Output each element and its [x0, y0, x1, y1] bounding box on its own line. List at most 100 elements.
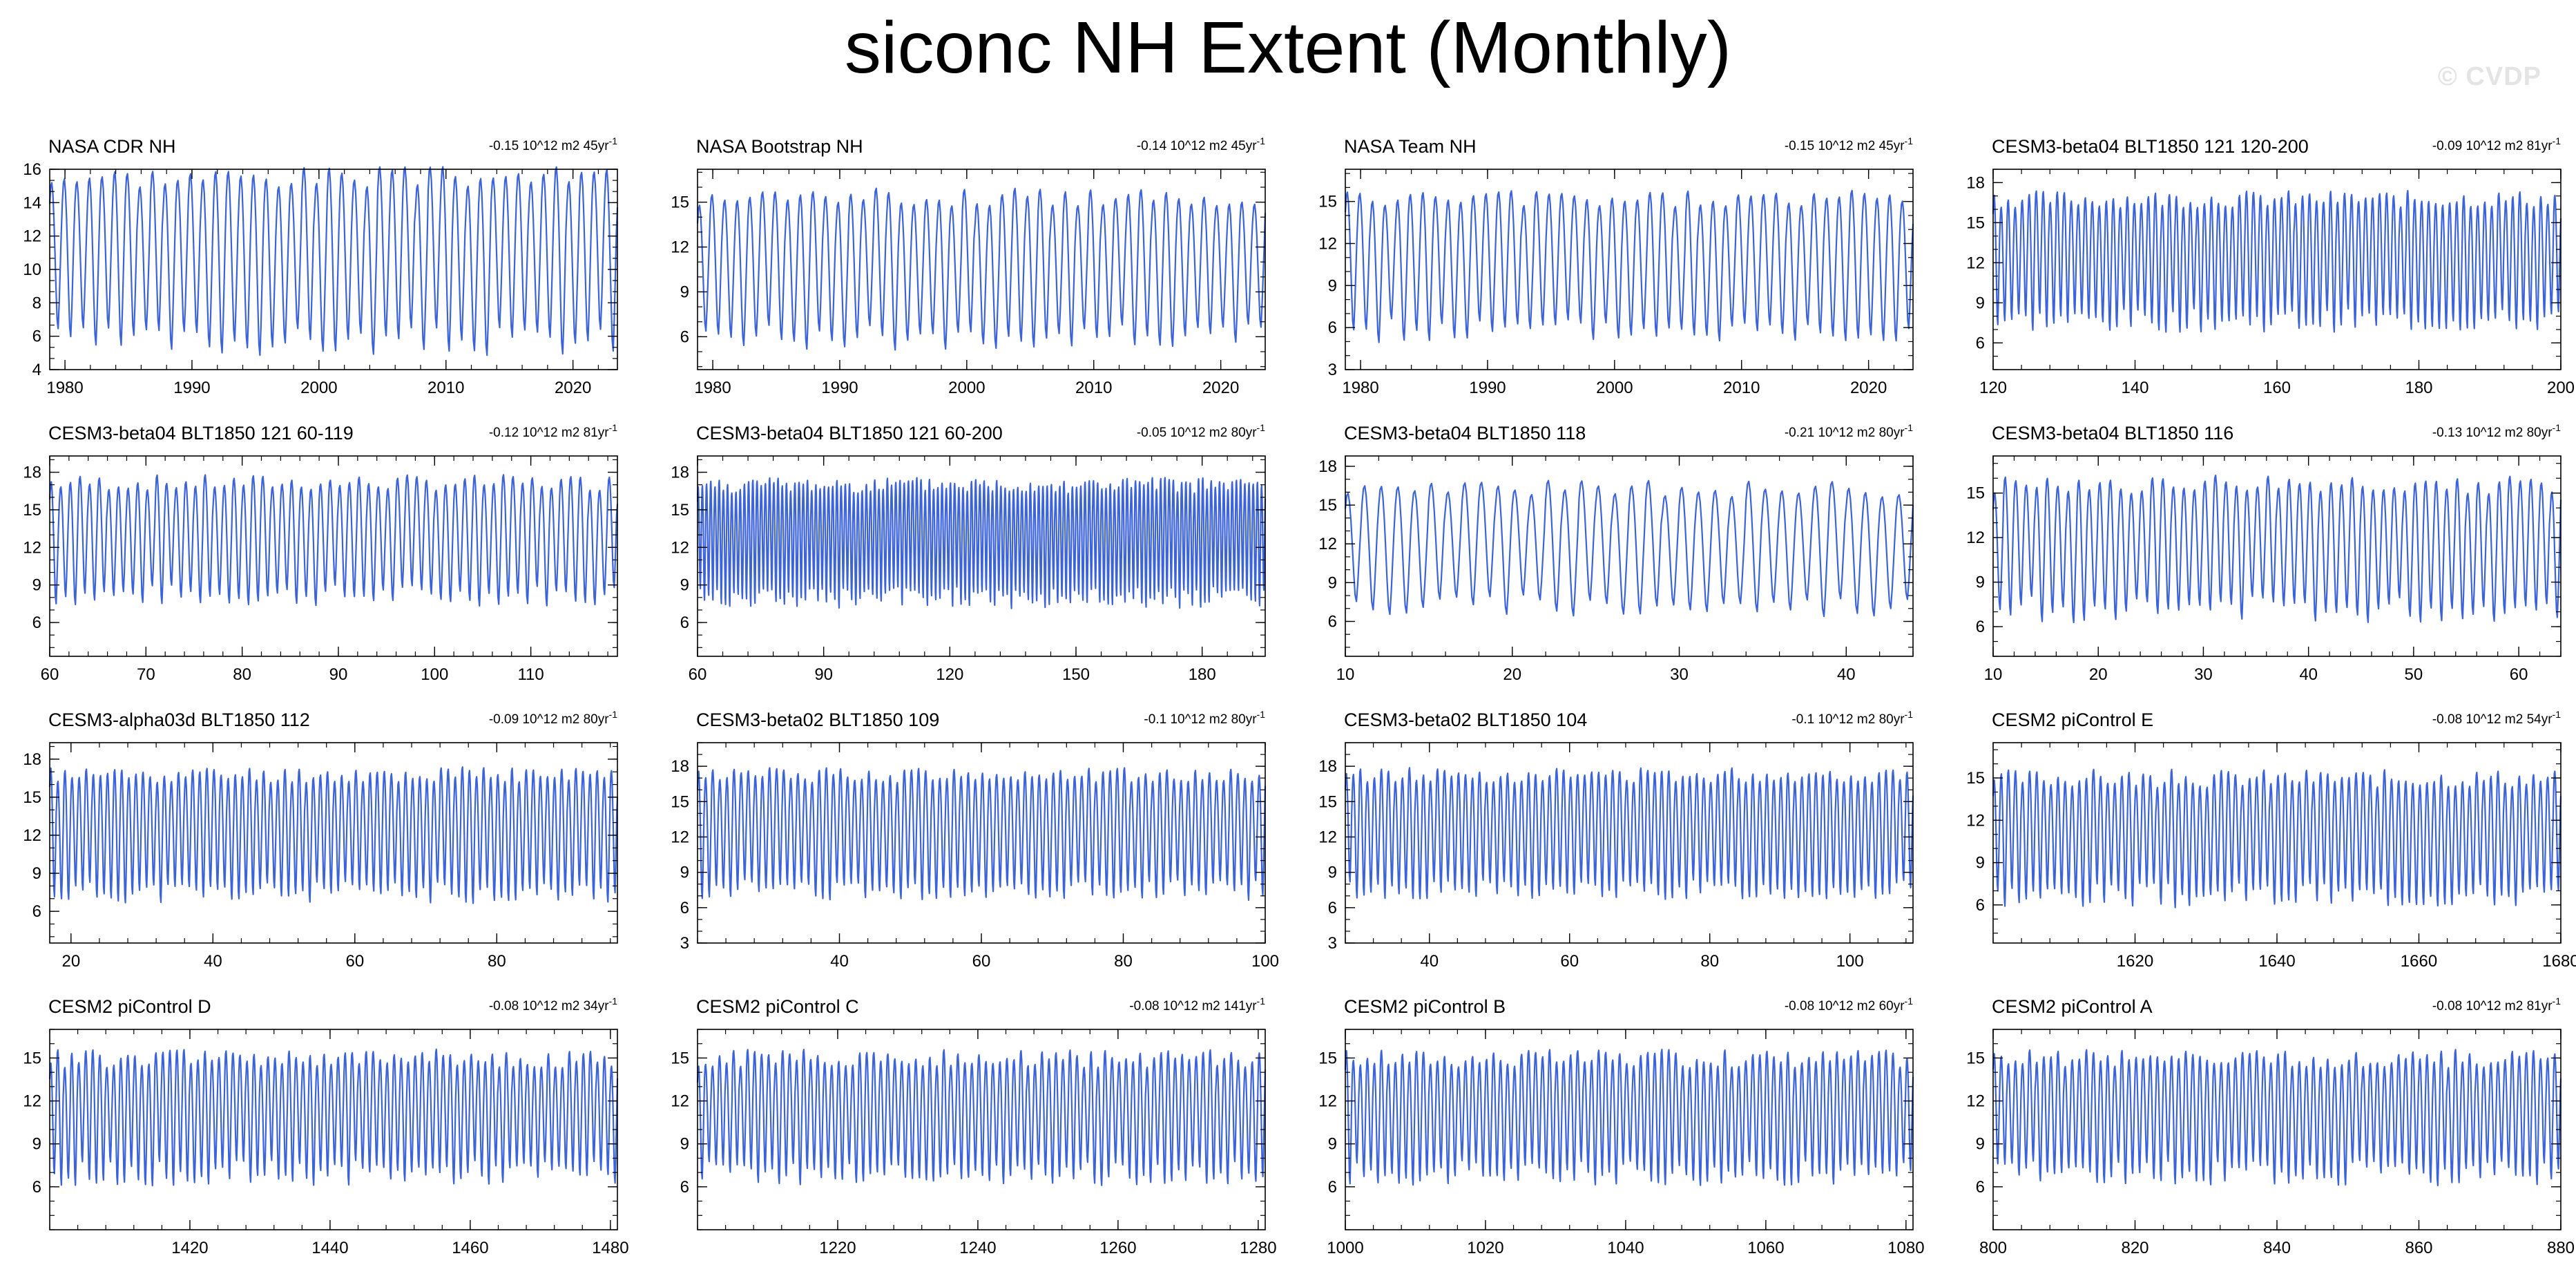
x-tick-label: 860: [2405, 1239, 2432, 1257]
x-tick-label: 100: [1836, 952, 1864, 971]
y-tick-label: 16: [23, 160, 41, 179]
panel-title: NASA CDR NH: [48, 136, 176, 157]
y-tick-label: 15: [1966, 213, 1985, 232]
x-tick-label: 1240: [959, 1239, 996, 1257]
x-tick-label: 80: [1114, 952, 1133, 971]
y-tick-label: 3: [1328, 361, 1337, 379]
x-tick-label: 2000: [948, 379, 985, 397]
chart-panel: CESM3-beta04 BLT1850 121 60-200 -0.05 10^…: [671, 422, 1267, 684]
trend-label: -0.1 10^12 m2 80yr-1: [1144, 709, 1265, 727]
x-tick-label: 1020: [1467, 1239, 1503, 1257]
chart-panel: CESM3-beta02 BLT1850 104 -0.1 10^12 m2 80…: [1318, 709, 1914, 971]
y-tick-label: 6: [1976, 1178, 1985, 1197]
y-tick-label: 18: [23, 750, 41, 769]
y-tick-label: 15: [1318, 792, 1337, 811]
x-tick-label: 1990: [821, 379, 858, 397]
x-tick-label: 60: [41, 665, 59, 684]
trend-exponent: -1: [609, 135, 618, 146]
y-tick-label: 9: [680, 283, 689, 301]
trend-label: -0.08 10^12 m2 81yr-1: [2432, 996, 2561, 1013]
x-tick-label: 1460: [452, 1239, 488, 1257]
trend-label: -0.09 10^12 m2 81yr-1: [2432, 135, 2561, 153]
x-tick-label: 1980: [1342, 379, 1378, 397]
series-line: [696, 1049, 1267, 1186]
x-tick-label: 2010: [1723, 379, 1760, 397]
x-tick-label: 30: [2194, 665, 2213, 684]
chart-panel: NASA Bootstrap NH -0.14 10^12 m2 45yr-1 19…: [671, 135, 1267, 397]
panel-title: CESM3-beta04 BLT1850 116: [1992, 423, 2233, 444]
y-tick-label: 10: [23, 260, 41, 279]
series-line: [1344, 1049, 1914, 1186]
trend-exponent: -1: [1257, 135, 1266, 146]
x-tick-label: 1420: [171, 1239, 208, 1257]
trend-exponent: -1: [2553, 709, 2561, 720]
series-line: [1992, 189, 2562, 333]
trend-exponent: -1: [609, 709, 618, 720]
y-tick-label: 4: [32, 361, 41, 379]
series-line: [696, 477, 1267, 609]
chart-panel: CESM2 piControl A -0.08 10^12 m2 81yr-1 80…: [1966, 996, 2575, 1257]
x-tick-label: 60: [345, 952, 364, 971]
x-tick-label: 40: [1420, 952, 1439, 971]
panel-title: CESM3-alpha03d BLT1850 112: [48, 710, 310, 730]
y-tick-label: 6: [1328, 899, 1337, 917]
x-tick-label: 1990: [1469, 379, 1506, 397]
x-tick-label: 80: [233, 665, 251, 684]
trend-label: -0.05 10^12 m2 80yr-1: [1137, 422, 1265, 440]
x-tick-label: 140: [2121, 379, 2149, 397]
trend-exponent: -1: [2553, 422, 2561, 433]
series-line: [1992, 474, 2562, 624]
panel-title: CESM3-beta04 BLT1850 121 60-200: [696, 423, 1003, 444]
x-tick-label: 840: [2263, 1239, 2291, 1257]
y-tick-label: 18: [1318, 457, 1337, 476]
panel-title: CESM3-beta02 BLT1850 104: [1344, 710, 1587, 730]
y-tick-label: 15: [1318, 496, 1337, 515]
y-tick-label: 15: [23, 788, 41, 807]
trend-exponent: -1: [1257, 422, 1266, 433]
x-tick-label: 1060: [1747, 1239, 1784, 1257]
trend-exponent: -1: [1905, 996, 1914, 1007]
y-tick-label: 6: [32, 327, 41, 346]
trend-label: -0.15 10^12 m2 45yr-1: [489, 135, 617, 153]
y-tick-label: 9: [1328, 864, 1337, 882]
y-tick-label: 14: [23, 193, 41, 212]
x-tick-label: 1990: [173, 379, 210, 397]
x-tick-label: 60: [2510, 665, 2528, 684]
panel-title: CESM3-beta04 BLT1850 118: [1344, 423, 1586, 444]
trend-label: -0.12 10^12 m2 81yr-1: [489, 422, 617, 440]
y-tick-label: 9: [32, 1135, 41, 1154]
y-tick-label: 12: [1966, 254, 1985, 272]
y-tick-label: 18: [1966, 173, 1985, 192]
y-tick-label: 3: [1328, 934, 1337, 953]
y-tick-label: 12: [1318, 535, 1337, 553]
y-tick-label: 6: [680, 327, 689, 346]
series-line: [1344, 479, 1914, 618]
x-tick-label: 120: [936, 665, 963, 684]
x-tick-label: 1620: [2117, 952, 2153, 971]
panel-title: NASA Team NH: [1344, 136, 1477, 157]
y-tick-label: 12: [671, 238, 689, 257]
x-tick-label: 1220: [819, 1239, 856, 1257]
panel-title: CESM2 piControl C: [696, 996, 859, 1017]
x-tick-label: 80: [1700, 952, 1719, 971]
y-tick-label: 9: [1328, 276, 1337, 295]
x-tick-label: 1640: [2258, 952, 2295, 971]
x-tick-label: 100: [1251, 952, 1279, 971]
panel-title: CESM2 piControl B: [1344, 996, 1506, 1017]
x-tick-label: 70: [137, 665, 155, 684]
y-tick-label: 15: [671, 501, 689, 520]
series-line: [1344, 189, 1914, 343]
series-line: [696, 187, 1267, 351]
plot-frame: [1992, 455, 2561, 657]
x-tick-label: 100: [421, 665, 448, 684]
plot-frame: [697, 455, 1266, 657]
trend-exponent: -1: [2553, 135, 2561, 146]
plot-frame: [1992, 742, 2561, 944]
y-tick-label: 9: [1976, 294, 1985, 312]
x-tick-label: 80: [488, 952, 506, 971]
series-line: [48, 1048, 619, 1187]
trend-label: -0.08 10^12 m2 54yr-1: [2432, 709, 2561, 727]
x-tick-label: 2000: [1596, 379, 1633, 397]
y-tick-label: 9: [1976, 1135, 1985, 1154]
y-tick-label: 9: [1328, 573, 1337, 592]
